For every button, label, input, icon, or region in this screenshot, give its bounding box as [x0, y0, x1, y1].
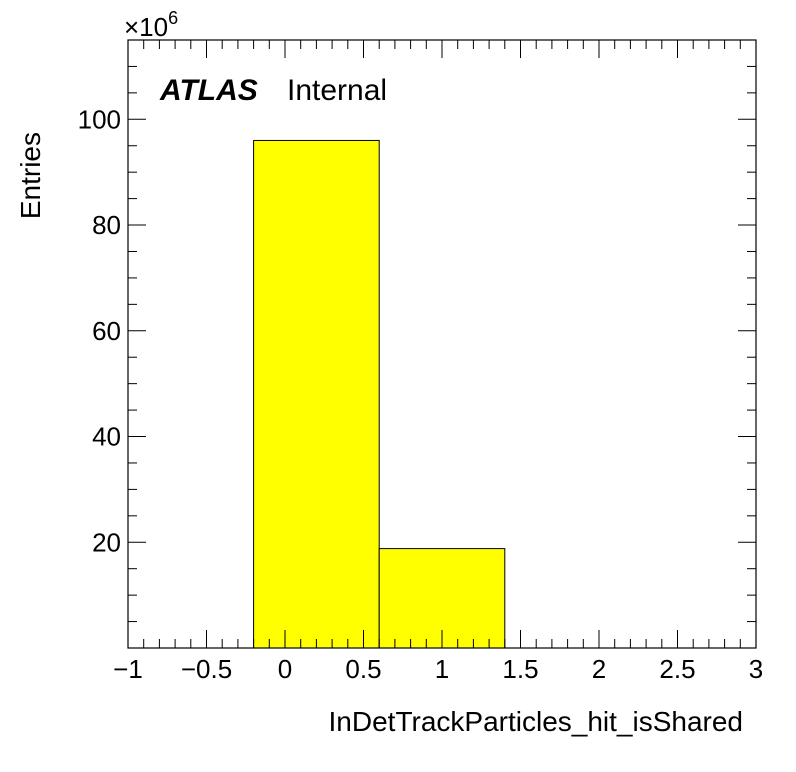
internal-label: Internal [287, 74, 387, 107]
x-tick-label: 3 [749, 654, 763, 684]
x-tick-label: −1 [113, 654, 143, 684]
y-tick-label: 80 [92, 210, 121, 240]
x-tick-label: 1 [435, 654, 449, 684]
histogram-bin-0 [253, 139, 380, 649]
y-multiplier: ×106 [124, 8, 178, 42]
x-tick-label: 0 [278, 654, 292, 684]
x-tick-labels: −1 −0.5 0 0.5 1 1.5 2 2.5 3 [113, 654, 763, 684]
y-tick-label: 40 [92, 422, 121, 452]
y-tick-label: 20 [92, 527, 121, 557]
x-tick-label: −0.5 [181, 654, 232, 684]
x-axis-title: InDetTrackParticles_hit_isShared [329, 706, 743, 737]
axis-ticks [127, 39, 757, 648]
x-tick-label: 0.5 [345, 654, 381, 684]
y-multiplier-exponent: 6 [168, 8, 178, 28]
y-tick-label: 60 [92, 316, 121, 346]
y-tick-label: 100 [78, 104, 121, 134]
x-tick-label: 1.5 [502, 654, 538, 684]
y-axis-title: Entries [15, 132, 46, 219]
y-tick-labels: 20 40 60 80 100 [78, 104, 121, 557]
atlas-label: ATLAS [159, 74, 258, 107]
x-tick-label: 2 [592, 654, 606, 684]
histogram-bins [253, 139, 506, 649]
x-tick-label: 2.5 [659, 654, 695, 684]
